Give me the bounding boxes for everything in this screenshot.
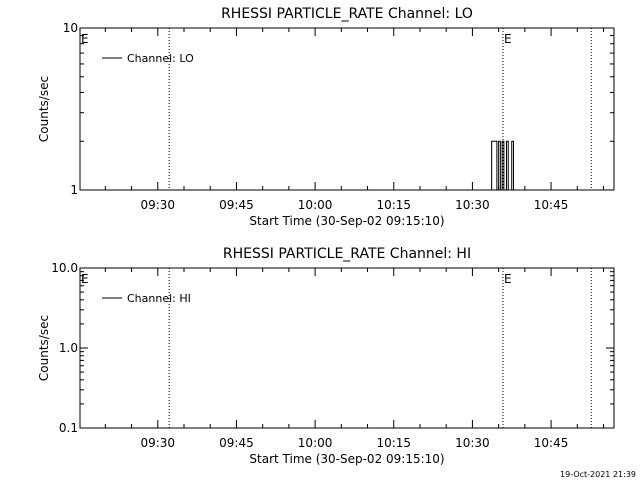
series-line bbox=[491, 140, 514, 191]
x-tick-label: 09:30 bbox=[140, 436, 175, 450]
y-tick-label: 1.0 bbox=[59, 341, 78, 355]
x-axis-label: Start Time (30-Sep-02 09:15:10) bbox=[249, 452, 444, 466]
x-tick-label: 10:00 bbox=[298, 198, 333, 212]
x-tick-label: 09:45 bbox=[219, 198, 254, 212]
footer-timestamp: 19-Oct-2021 21:39 bbox=[560, 470, 636, 479]
y-tick-label: 10.0 bbox=[51, 261, 78, 275]
x-tick-label: 09:30 bbox=[140, 198, 175, 212]
chart-panel-2: RHESSI PARTICLE_RATE Channel: HI 0.1 1.0 10… bbox=[37, 246, 615, 466]
y-axis-label: Counts/sec bbox=[37, 315, 51, 381]
event-marker-label: E bbox=[81, 32, 89, 46]
chart-panel-1: RHESSI PARTICLE_RATE Channel: LO 1 10 Count… bbox=[37, 6, 615, 228]
event-marker-label: E bbox=[504, 32, 512, 46]
y-tick-label: 10 bbox=[63, 21, 78, 35]
y-tick-label: 1 bbox=[70, 183, 78, 197]
x-tick-label: 10:30 bbox=[455, 436, 490, 450]
event-marker-label: E bbox=[81, 272, 89, 286]
x-tick-label: 10:00 bbox=[298, 436, 333, 450]
x-tick-label: 10:45 bbox=[534, 198, 569, 212]
x-tick-label: 09:45 bbox=[219, 436, 254, 450]
legend-entry: Channel: LO bbox=[127, 52, 194, 65]
y-axis-label: Counts/sec bbox=[37, 76, 51, 142]
y-tick-label: 0.1 bbox=[59, 421, 78, 435]
legend-entry: Channel: HI bbox=[127, 292, 191, 305]
chart-title: RHESSI PARTICLE_RATE Channel: LO bbox=[221, 6, 473, 22]
x-tick-label: 10:15 bbox=[376, 198, 411, 212]
x-tick-label: 10:30 bbox=[455, 198, 490, 212]
x-tick-label: 10:45 bbox=[534, 436, 569, 450]
x-tick-label: 10:15 bbox=[376, 436, 411, 450]
chart-title: RHESSI PARTICLE_RATE Channel: HI bbox=[223, 246, 471, 262]
x-axis-label: Start Time (30-Sep-02 09:15:10) bbox=[249, 214, 444, 228]
plot-frame bbox=[79, 27, 615, 191]
event-marker-label: E bbox=[504, 272, 512, 286]
